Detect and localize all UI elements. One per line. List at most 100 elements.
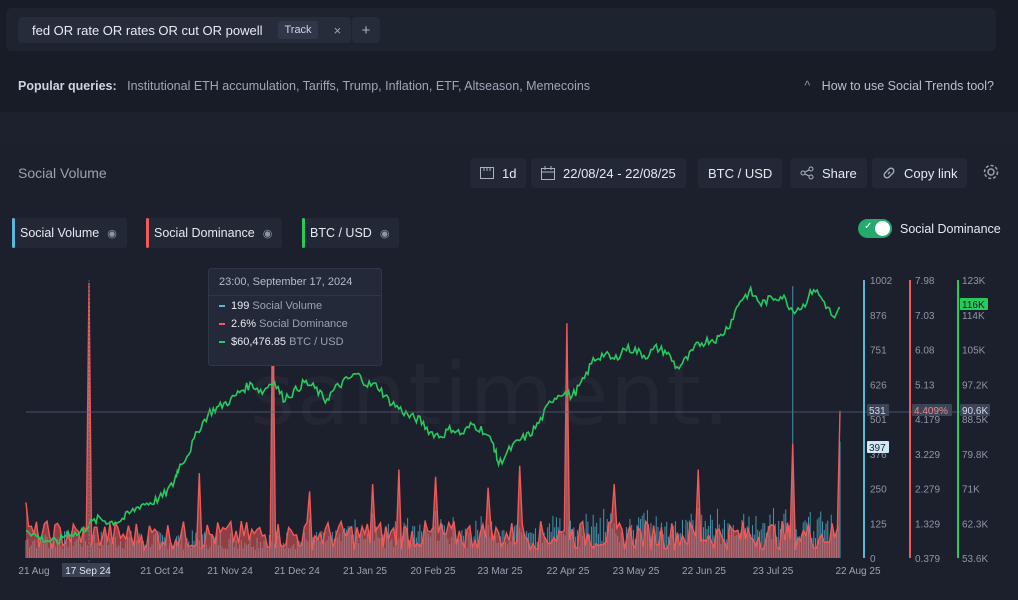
price-tick-label: 114K	[962, 311, 985, 322]
dominance-crosshair-badge: 4.409%	[914, 406, 948, 417]
price-tick-label: 123K	[962, 276, 986, 287]
pair-label: BTC / USD	[708, 165, 773, 181]
dominance-tick-label: 7.03	[915, 311, 935, 322]
x-tick-label: 21 Nov 24	[207, 566, 253, 577]
legend-label: BTC / USD	[310, 226, 372, 240]
legend-social-dominance[interactable]: Social Dominance ◉	[146, 218, 283, 248]
price-tick-label: 71K	[962, 485, 980, 496]
share-icon	[800, 166, 814, 180]
eye-icon[interactable]: ◉	[379, 227, 390, 240]
volume-tick-label: 250	[870, 485, 887, 496]
toggle-knob	[875, 221, 890, 236]
volume-current-badge-bg	[867, 441, 889, 453]
section-title: Social Volume	[18, 165, 107, 181]
dominance-tick-label: 2.279	[915, 485, 940, 496]
calendar-grid-icon	[480, 167, 494, 179]
dominance-tick-label: 5.13	[915, 380, 935, 391]
legend-social-volume[interactable]: Social Volume ◉	[12, 218, 127, 248]
x-tick-label: 21 Jan 25	[343, 566, 387, 577]
add-query-button[interactable]: +	[352, 17, 380, 43]
chart-tooltip: 23:00, September 17, 2024 199 Social Vol…	[208, 268, 382, 366]
query-chip[interactable]: fed OR rate OR rates OR cut OR powell Tr…	[18, 17, 352, 43]
volume-tick-label: 501	[870, 415, 887, 426]
x-tick-label: 21 Dec 24	[274, 566, 320, 577]
price-tick-label: 62.3K	[962, 519, 988, 530]
dominance-tick-label: 4.179	[915, 415, 940, 426]
price-tick-label: 97.2K	[962, 380, 988, 391]
x-tick-label: 22 Aug 25	[835, 566, 880, 577]
date-range-label: 22/08/24 - 22/08/25	[563, 165, 676, 181]
volume-tick-label: 125	[870, 519, 887, 530]
tooltip-row-dominance: 2.6% Social Dominance	[209, 316, 381, 332]
price-current-badge-bg	[960, 298, 988, 310]
calendar-icon	[541, 166, 555, 180]
chart-canvas[interactable]: 0 125 250 376 501 626 751 876 1002 0.379 1.329 2.27…	[0, 255, 1018, 600]
x-tick-label: 20 Feb 25	[410, 566, 455, 577]
price-crosshair-badge-bg	[960, 404, 990, 416]
eye-icon[interactable]: ◉	[107, 227, 117, 240]
price-crosshair-badge: 90.6K	[962, 406, 988, 417]
toggle-label: Social Dominance	[900, 222, 1001, 236]
legend-color-bar	[12, 218, 15, 248]
pair-button[interactable]: BTC / USD	[698, 158, 783, 188]
x-tick-label: 21 Aug	[18, 566, 49, 577]
legend-color-bar	[302, 218, 305, 248]
legend-label: Social Dominance	[154, 226, 255, 240]
x-tick-label: 17 Sep 24	[65, 566, 111, 577]
price-tick-label: 105K	[962, 346, 986, 357]
volume-crosshair-badge: 531	[869, 406, 886, 417]
check-icon: ✓	[864, 221, 873, 232]
x-tick-label: 23 May 25	[613, 566, 660, 577]
copy-link-label: Copy link	[904, 165, 958, 181]
volume-crosshair-badge-bg	[867, 404, 889, 416]
legend-color-bar	[146, 218, 149, 248]
popular-queries-label: Popular queries:	[18, 79, 117, 93]
close-icon[interactable]: ×	[333, 22, 342, 38]
dominance-tick-label: 6.08	[915, 346, 935, 357]
tooltip-row-price: $60,476.85 BTC / USD	[209, 334, 381, 350]
x-tick-label: 23 Jul 25	[753, 566, 794, 577]
dominance-tick-label: 1.329	[915, 519, 940, 530]
gear-icon[interactable]	[982, 163, 1000, 181]
x-tick-label: 22 Apr 25	[547, 566, 590, 577]
legend-label: Social Volume	[20, 226, 100, 240]
dominance-tick-label: 3.229	[915, 450, 940, 461]
x-tick-label: 22 Jun 25	[682, 566, 726, 577]
price-tick-label: 88.5K	[962, 415, 988, 426]
share-label: Share	[822, 165, 857, 181]
dominance-crosshair-badge-bg	[912, 404, 952, 416]
share-button[interactable]: Share	[790, 158, 867, 188]
x-tick-label: 23 Mar 25	[477, 566, 522, 577]
volume-tick-label: 751	[870, 346, 887, 357]
price-tick-label: 53.6K	[962, 554, 988, 565]
volume-tick-label: 876	[870, 311, 887, 322]
legend-btc-usd[interactable]: BTC / USD ◉	[302, 218, 400, 248]
query-text: fed OR rate OR rates OR cut OR powell	[32, 22, 263, 38]
volume-tick-label: 626	[870, 380, 887, 391]
howto-label: How to use Social Trends tool?	[821, 79, 994, 93]
popular-queries: Popular queries: Institutional ETH accum…	[18, 79, 590, 93]
price-tick-label: 79.8K	[962, 450, 988, 461]
x-tick-label: 21 Oct 24	[140, 566, 184, 577]
date-range-button[interactable]: 22/08/24 - 22/08/25	[531, 158, 686, 188]
volume-tick-label: 0	[870, 554, 876, 565]
popular-queries-list[interactable]: Institutional ETH accumulation, Tariffs,…	[127, 79, 591, 93]
track-button[interactable]: Track	[278, 21, 318, 39]
volume-current-badge: 397	[869, 443, 886, 454]
price-current-badge: 116K	[962, 300, 985, 311]
divider	[0, 112, 1018, 142]
eye-icon[interactable]: ◉	[262, 227, 273, 240]
btc-price-line	[25, 285, 841, 545]
link-icon	[883, 167, 895, 179]
social-dominance-toggle[interactable]: ✓	[858, 219, 892, 238]
tooltip-row-volume: 199 Social Volume	[209, 298, 381, 314]
howto-link[interactable]: ^ How to use Social Trends tool?	[804, 79, 994, 93]
volume-tick-label: 1002	[870, 276, 893, 287]
tooltip-date: 23:00, September 17, 2024	[209, 269, 381, 296]
copy-link-button[interactable]: Copy link	[872, 158, 968, 188]
volume-tick-label: 376	[870, 450, 887, 461]
dominance-tick-label: 0.379	[915, 554, 940, 565]
chevron-up-icon: ^	[804, 79, 811, 93]
x-crosshair-badge-bg	[62, 563, 110, 577]
interval-button[interactable]: 1d	[470, 158, 527, 188]
